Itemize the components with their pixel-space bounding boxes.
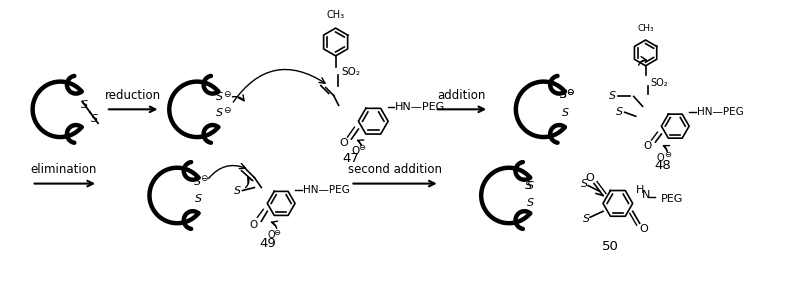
Text: 50: 50: [602, 241, 618, 253]
Text: O: O: [250, 220, 258, 230]
Text: ⊖: ⊖: [566, 88, 574, 97]
Text: ⊖: ⊖: [223, 106, 230, 115]
Text: O: O: [639, 224, 648, 234]
Text: S: S: [90, 114, 98, 124]
Text: S: S: [527, 181, 534, 191]
Text: SO₂: SO₂: [342, 67, 361, 77]
Text: S: S: [234, 185, 241, 195]
Text: second addition: second addition: [348, 163, 442, 176]
Text: N: N: [642, 191, 650, 201]
Text: S: S: [616, 107, 623, 117]
Text: O: O: [643, 141, 652, 151]
Text: ⊖: ⊖: [223, 90, 230, 99]
Text: O: O: [657, 153, 664, 163]
Text: S: S: [195, 195, 202, 204]
Text: 47: 47: [342, 152, 359, 165]
Text: O: O: [267, 230, 275, 240]
Text: ⊖: ⊖: [566, 88, 574, 97]
Text: CH₃: CH₃: [326, 10, 345, 20]
Text: O: O: [586, 173, 594, 183]
Text: S: S: [560, 91, 567, 101]
Text: S: S: [216, 92, 223, 103]
Text: O: O: [339, 138, 348, 148]
Text: PEG: PEG: [661, 195, 683, 204]
Text: S: S: [582, 214, 590, 224]
Text: 49: 49: [259, 237, 276, 250]
Text: elimination: elimination: [30, 163, 97, 176]
Text: HN—PEG: HN—PEG: [303, 185, 350, 195]
Text: ⊖: ⊖: [358, 143, 365, 153]
Text: HN—PEG: HN—PEG: [395, 102, 446, 112]
Text: ⊖: ⊖: [664, 150, 671, 159]
Text: S: S: [581, 179, 588, 189]
Text: O: O: [351, 146, 359, 156]
Text: addition: addition: [438, 89, 486, 103]
Text: HN—PEG: HN—PEG: [697, 107, 744, 117]
Text: S: S: [562, 108, 569, 118]
Text: S: S: [81, 100, 88, 110]
Text: ⊖: ⊖: [200, 174, 208, 183]
Text: ⊖: ⊖: [274, 227, 281, 237]
Text: CH₃: CH₃: [638, 24, 654, 33]
Text: S: S: [560, 91, 567, 101]
Text: SO₂: SO₂: [650, 78, 668, 87]
Text: S: S: [216, 108, 223, 118]
Text: reduction: reduction: [105, 89, 161, 103]
Text: S: S: [610, 91, 617, 101]
Text: S: S: [194, 177, 201, 187]
Text: S: S: [525, 181, 532, 191]
Text: 48: 48: [654, 159, 670, 172]
Text: S: S: [527, 199, 534, 208]
Text: H: H: [635, 185, 644, 195]
